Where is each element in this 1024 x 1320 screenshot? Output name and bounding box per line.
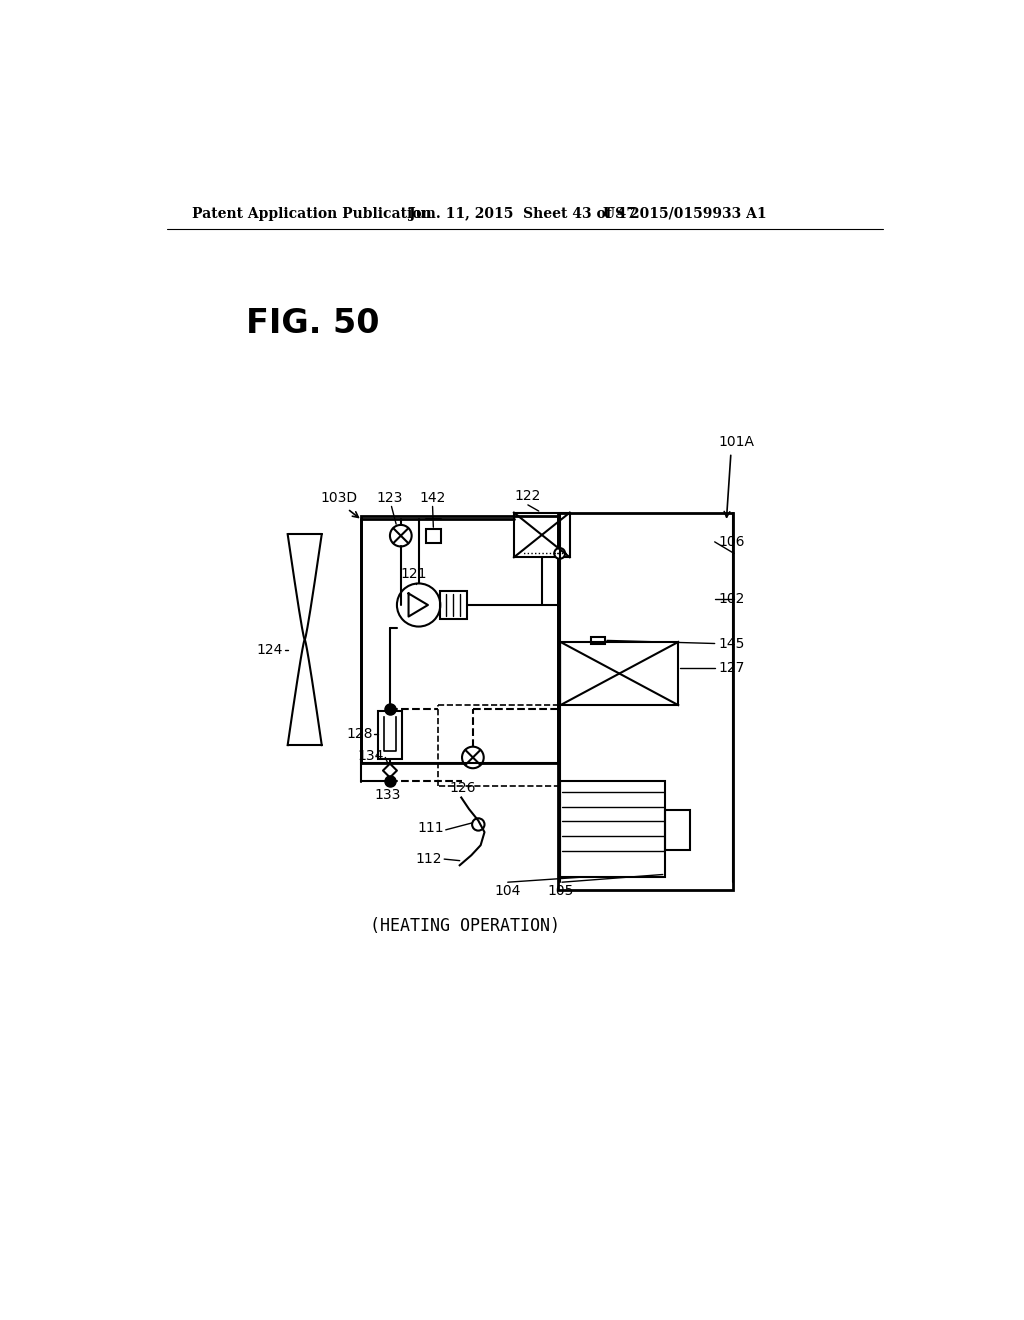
Bar bbox=[360, 516, 558, 763]
Text: 102: 102 bbox=[719, 591, 744, 606]
Text: 104: 104 bbox=[495, 884, 521, 898]
Bar bbox=[560, 780, 665, 876]
Text: 121: 121 bbox=[400, 568, 426, 581]
Bar bbox=[558, 512, 732, 890]
Text: 122: 122 bbox=[515, 490, 541, 503]
Text: Jun. 11, 2015  Sheet 43 of 47: Jun. 11, 2015 Sheet 43 of 47 bbox=[409, 207, 636, 220]
Text: Patent Application Publication: Patent Application Publication bbox=[191, 207, 431, 220]
Text: 124: 124 bbox=[257, 643, 283, 656]
Text: 142: 142 bbox=[420, 491, 445, 506]
Text: 105: 105 bbox=[547, 884, 573, 898]
Text: 106: 106 bbox=[719, 535, 745, 549]
Circle shape bbox=[397, 583, 440, 627]
Bar bbox=[665, 810, 690, 850]
Text: 133: 133 bbox=[375, 788, 400, 803]
Text: 134: 134 bbox=[357, 748, 384, 763]
Bar bbox=[378, 711, 401, 759]
Text: 128: 128 bbox=[346, 727, 373, 742]
Text: 123: 123 bbox=[377, 491, 403, 506]
Text: 127: 127 bbox=[719, 661, 744, 675]
Bar bbox=[592, 636, 605, 644]
Text: 112: 112 bbox=[416, 853, 442, 866]
Circle shape bbox=[554, 548, 565, 558]
Text: 101A: 101A bbox=[719, 434, 755, 449]
Bar bbox=[514, 512, 569, 557]
Bar bbox=[440, 591, 467, 619]
Circle shape bbox=[472, 818, 484, 830]
Bar bbox=[426, 529, 441, 543]
Text: (HEATING OPERATION): (HEATING OPERATION) bbox=[370, 917, 560, 935]
Text: 111: 111 bbox=[418, 821, 444, 836]
Circle shape bbox=[390, 525, 412, 546]
Text: US 2015/0159933 A1: US 2015/0159933 A1 bbox=[603, 207, 767, 220]
Text: FIG. 50: FIG. 50 bbox=[246, 308, 379, 341]
Text: 145: 145 bbox=[719, 636, 744, 651]
Text: 126: 126 bbox=[450, 780, 476, 795]
Text: 103D: 103D bbox=[321, 491, 357, 506]
Circle shape bbox=[462, 747, 483, 768]
Bar bbox=[560, 642, 678, 705]
